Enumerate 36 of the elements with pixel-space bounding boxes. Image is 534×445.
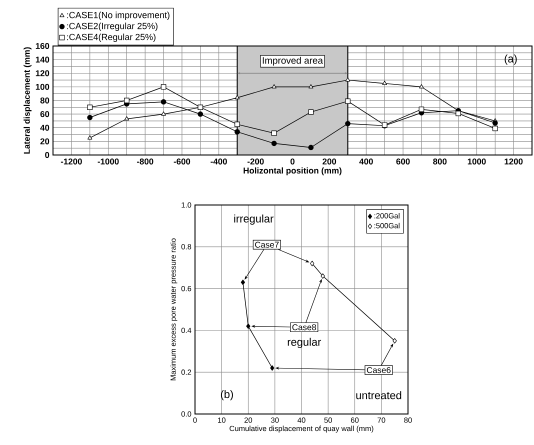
y-tick-label: 60 [40,111,50,118]
y-tick-label: 0 [45,152,50,158]
x-tick-label: 400 [359,158,373,164]
y-tick-label: 40 [40,124,50,131]
annotation: Case7 [255,242,279,248]
annotation: regular [288,338,322,348]
y-tick-label: 20 [40,138,50,144]
annotation: (b) [220,390,233,400]
x-tick-label: 200 [322,158,336,164]
x-tick-label: -400 [210,158,227,164]
x-tick-label: -200 [248,158,264,164]
x-tick-label: 600 [396,158,410,164]
legend-label: :CASE4(Regular 25%) [67,34,156,42]
x-axis-title: Holizontal position (mm) [244,167,342,176]
annotation: Case8 [292,324,316,330]
y-tick-label: 120 [36,70,50,76]
y-tick-label: 80 [40,97,50,104]
x-tick-label: -1200 [60,158,82,164]
x-tick-label: 0 [290,158,295,164]
band-label: Improved area [262,56,324,66]
y-tick-label: 160 [36,42,50,49]
y-axis-title: Lateral displacement (mm) [24,47,32,154]
x-tick-label: -600 [174,158,190,164]
y-tick-label: 140 [36,56,50,63]
legend-label: :CASE2(Irregular 25%) [67,22,158,31]
x-tick-label: -1000 [98,158,119,164]
x-tick-label: 1000 [468,158,486,164]
annotation: Case6 [366,367,391,374]
annotation: (a) [504,54,517,65]
x-tick-label: 800 [433,158,447,164]
x-tick-label: -800 [136,158,154,164]
legend-label: :CASE1(No improvement) [67,12,170,20]
y-tick-label: 100 [36,84,50,90]
annotation: irregular [234,214,274,225]
annotation: untreated [356,391,402,400]
x-tick-label: 1200 [504,158,523,164]
